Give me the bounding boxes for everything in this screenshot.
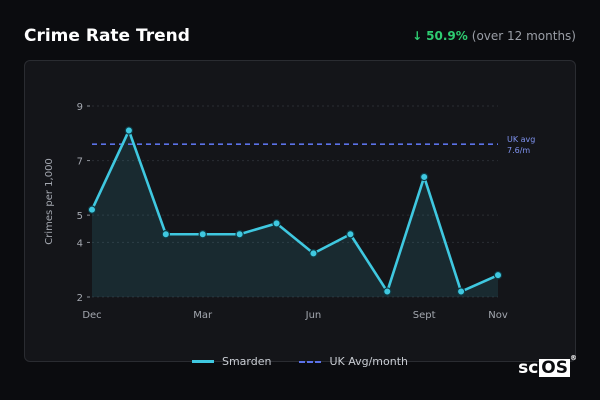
delta-percent: 50.9% bbox=[426, 29, 468, 43]
chart-card: 2 4 5 7 9 Dec Mar Jun Sept Nov Crimes per 1,000 UK … bbox=[24, 60, 576, 362]
line-chart: 2 4 5 7 9 Dec Mar Jun Sept Nov Crimes per 1,000 UK … bbox=[44, 102, 535, 321]
data-point-11 bbox=[493, 270, 503, 280]
legend-item-series[interactable]: Smarden bbox=[191, 355, 272, 368]
chart-legend: Smarden UK Avg/month bbox=[0, 355, 600, 368]
data-point-1 bbox=[124, 126, 134, 135]
data-point-2 bbox=[161, 230, 171, 239]
page-title: Crime Rate Trend bbox=[24, 26, 190, 46]
legend-label-reference: UK Avg/month bbox=[329, 355, 409, 368]
data-point-10 bbox=[456, 287, 466, 296]
x-tick-label-0: Dec bbox=[82, 310, 101, 321]
data-point-5 bbox=[272, 219, 281, 228]
y-tick-label-2: 5 bbox=[77, 211, 83, 222]
series-line bbox=[90, 129, 499, 293]
y-tick-label-1: 4 bbox=[77, 238, 83, 249]
series-area-fill bbox=[92, 130, 498, 297]
logo-text: sc bbox=[518, 358, 539, 378]
data-point-4 bbox=[235, 230, 244, 239]
brand-logo: sc OS ® bbox=[518, 354, 577, 378]
legend-item-reference[interactable]: UK Avg/month bbox=[299, 355, 408, 368]
legend-swatch-solid bbox=[191, 360, 214, 363]
legend-swatch-dashed bbox=[299, 360, 322, 363]
down-arrow-icon: ↓ bbox=[412, 29, 423, 43]
data-point-6 bbox=[309, 249, 318, 258]
data-point-9 bbox=[419, 172, 429, 182]
y-tick-label-3: 7 bbox=[77, 157, 83, 168]
y-tick-label-0: 2 bbox=[77, 293, 83, 304]
y-axis-label: Crimes per 1,000 bbox=[44, 158, 55, 245]
reference-label-line1: UK avg bbox=[507, 135, 535, 144]
logo-box: OS bbox=[539, 358, 570, 378]
trend-delta: ↓ 50.9% (over 12 months) bbox=[412, 29, 576, 43]
x-tick-label-4: Nov bbox=[488, 310, 508, 321]
x-tick-label-3: Sept bbox=[413, 310, 436, 321]
delta-note: (over 12 months) bbox=[471, 29, 576, 43]
reference-label-line2: 7.6/m bbox=[507, 146, 530, 155]
data-point-7 bbox=[346, 230, 355, 239]
data-point-3 bbox=[198, 230, 207, 239]
y-tick-label-4: 9 bbox=[77, 102, 83, 113]
data-point-8 bbox=[383, 287, 392, 296]
legend-label-series: Smarden bbox=[221, 355, 272, 368]
x-tick-label-1: Mar bbox=[193, 310, 213, 321]
logo-registered-mark: ® bbox=[570, 354, 577, 362]
data-point-0 bbox=[87, 205, 97, 214]
x-tick-label-2: Jun bbox=[305, 310, 322, 321]
